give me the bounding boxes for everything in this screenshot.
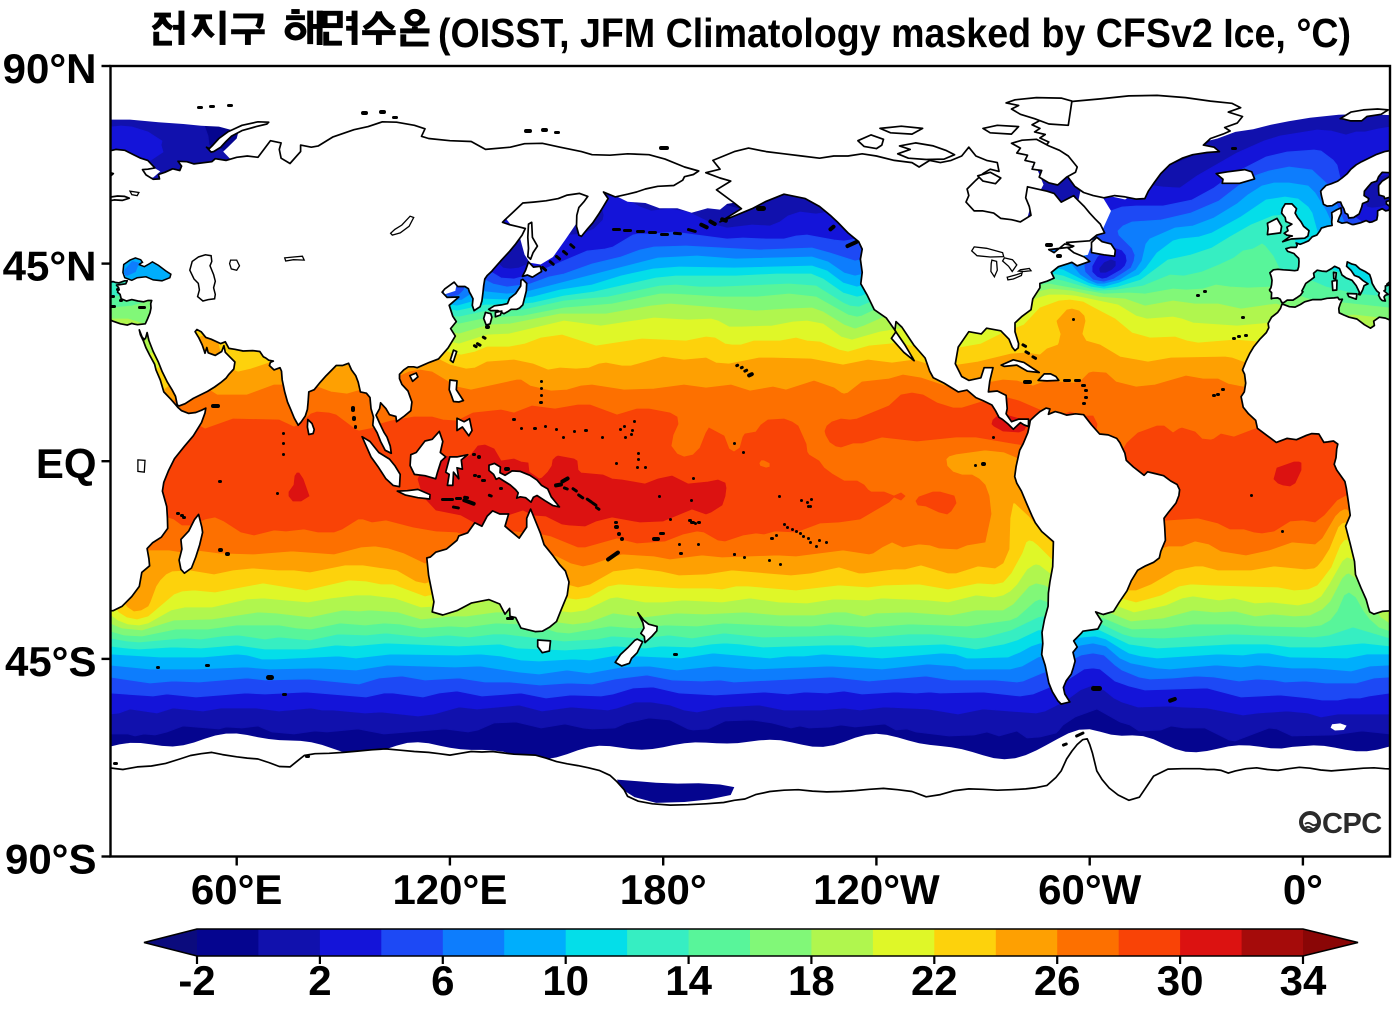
svg-text:60°E: 60°E [191, 866, 283, 913]
svg-text:60°W: 60°W [1038, 866, 1142, 913]
svg-text:120°E: 120°E [392, 866, 507, 913]
svg-text:18: 18 [788, 957, 835, 1004]
svg-text:180°: 180° [620, 866, 707, 913]
svg-text:14: 14 [665, 957, 712, 1004]
svg-text:EQ: EQ [36, 440, 97, 487]
svg-text:34: 34 [1280, 957, 1327, 1004]
svg-text:22: 22 [911, 957, 958, 1004]
svg-text:-2: -2 [178, 957, 215, 1004]
svg-text:26: 26 [1034, 957, 1081, 1004]
svg-text:45°S: 45°S [5, 638, 97, 685]
svg-text:0°: 0° [1283, 866, 1323, 913]
svg-text:45°N: 45°N [3, 243, 97, 290]
svg-text:2: 2 [308, 957, 331, 1004]
svg-text:6: 6 [431, 957, 454, 1004]
svg-text:30: 30 [1157, 957, 1204, 1004]
svg-text:90°N: 90°N [3, 45, 97, 92]
svg-text:90°S: 90°S [5, 836, 97, 883]
svg-text:CPC: CPC [1322, 808, 1382, 840]
svg-text:10: 10 [542, 957, 589, 1004]
svg-text:(OISST, JFM Climatology masked: (OISST, JFM Climatology masked by CFSv2 … [438, 10, 1351, 56]
svg-text:120°W: 120°W [813, 866, 940, 913]
